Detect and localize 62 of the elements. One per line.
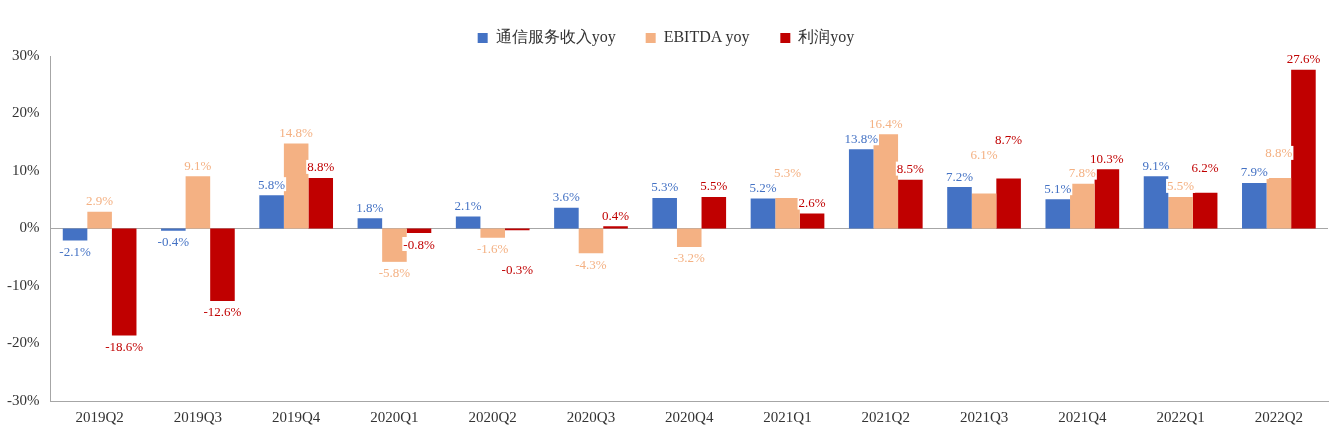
x-tick-label: 2020Q3 — [566, 408, 616, 425]
x-tick-label: 2021Q4 — [1058, 408, 1107, 425]
x-tick-label: 2019Q2 — [75, 408, 124, 425]
data-label: -0.4% — [157, 234, 190, 250]
data-label: 8.8% — [1265, 145, 1293, 161]
y-tick-label: 30% — [11, 46, 40, 63]
data-label: 14.8% — [279, 124, 314, 140]
x-tick-label: 2020Q2 — [468, 408, 517, 425]
x-tick-label: 2021Q3 — [959, 408, 1009, 425]
data-label: 1.8% — [356, 199, 384, 215]
data-label: 0.4% — [602, 207, 630, 223]
data-label: 16.4% — [868, 115, 903, 131]
data-label: 5.3% — [651, 179, 679, 195]
data-label: 27.6% — [1286, 51, 1321, 67]
data-label: 13.8% — [844, 130, 879, 146]
data-label: 2.6% — [798, 194, 826, 210]
data-label: -4.3% — [575, 256, 607, 272]
data-label: 5.5% — [1167, 178, 1195, 194]
data-label: -0.8% — [403, 236, 435, 252]
y-tick-label: -10% — [6, 276, 40, 293]
y-tick-label: -20% — [6, 334, 40, 351]
data-label: 10.3% — [1090, 150, 1124, 166]
x-tick-label: 2021Q1 — [763, 408, 812, 425]
data-label: -2.1% — [59, 244, 91, 259]
x-tick-label: 2022Q2 — [1254, 408, 1304, 425]
x-tick-label: 2022Q1 — [1156, 408, 1205, 425]
data-label: 5.2% — [749, 180, 777, 196]
y-tick-label: 10% — [11, 161, 40, 178]
data-label: 5.1% — [1044, 180, 1072, 196]
data-label: 7.2% — [945, 168, 974, 184]
data-label: 5.5% — [700, 178, 728, 194]
x-tick-label: 2021Q2 — [861, 408, 910, 425]
data-label: -3.2% — [673, 250, 706, 266]
data-label: 7.9% — [1240, 164, 1268, 180]
x-tick-label: 2019Q3 — [173, 408, 223, 425]
data-label: 9.1% — [1142, 157, 1170, 173]
data-label: -0.3% — [501, 261, 534, 277]
y-tick-label: 0% — [19, 219, 40, 236]
data-label: 5.8% — [258, 176, 286, 192]
legend-label: 利润yoy — [798, 28, 855, 47]
data-label: -18.6% — [105, 338, 144, 354]
data-label: 8.5% — [896, 161, 925, 177]
data-label: -1.6% — [476, 241, 509, 257]
data-label: 8.8% — [307, 159, 335, 175]
data-label: -12.6% — [203, 304, 242, 320]
legend-label: EBITDA yoy — [663, 28, 750, 47]
data-label: 6.2% — [1191, 160, 1219, 176]
y-tick-label: 20% — [11, 104, 40, 121]
x-tick-label: 2020Q4 — [665, 408, 714, 425]
x-tick-label: 2019Q4 — [271, 408, 321, 425]
data-label: 5.3% — [773, 165, 802, 181]
data-label: 2.1% — [454, 197, 482, 213]
data-label: 7.8% — [1068, 165, 1097, 181]
data-label: 3.6% — [552, 189, 581, 205]
y-tick-label: -30% — [6, 391, 40, 408]
data-label: -5.8% — [378, 265, 411, 281]
x-tick-label: 2020Q1 — [370, 408, 419, 425]
data-label: 9.1% — [184, 157, 212, 173]
data-label: 6.1% — [970, 146, 998, 162]
legend-label: 通信服务收入yoy — [495, 28, 616, 47]
data-label: 8.7% — [995, 131, 1023, 147]
data-label: 2.9% — [86, 193, 114, 209]
